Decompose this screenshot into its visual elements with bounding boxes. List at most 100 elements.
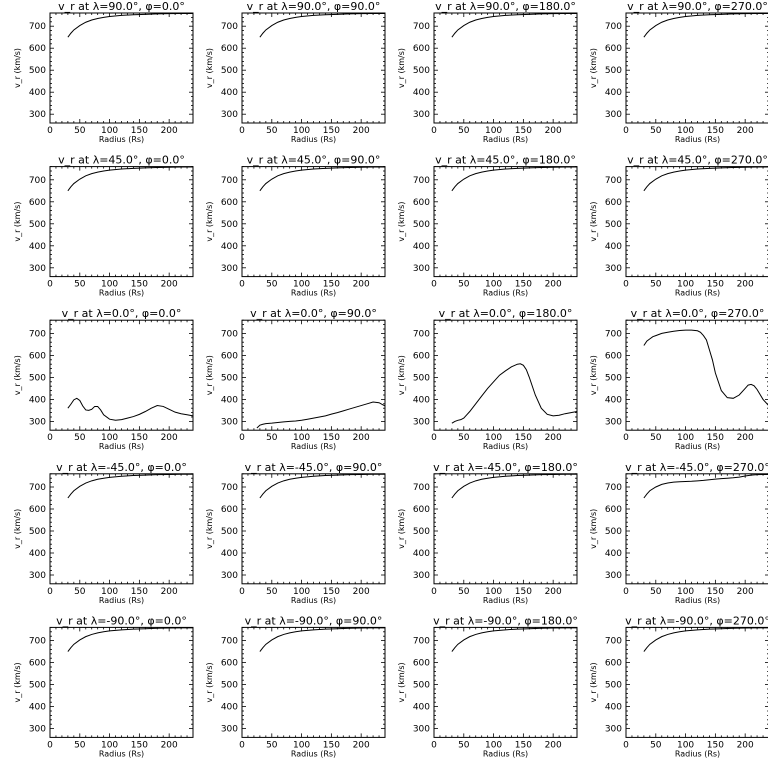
x-tick-label: 50 [266, 126, 278, 136]
y-tick-label: 600 [413, 44, 430, 54]
x-tick-label: 50 [650, 126, 662, 136]
plot-frame [625, 166, 768, 278]
subplot: v_r at λ=0.0°, φ=270.0° 0 50 100 150 200 300 40… [589, 307, 768, 451]
x-tick-label: 200 [161, 587, 178, 597]
x-tick-label: 50 [458, 740, 470, 750]
x-tick-label: 0 [47, 587, 53, 597]
y-tick-label: 700 [29, 329, 46, 339]
series-line [643, 329, 768, 406]
series-line [259, 166, 385, 192]
series-line [643, 473, 768, 499]
plot-frame [625, 12, 768, 124]
y-tick-label: 300 [29, 417, 46, 427]
x-tick-label: 200 [161, 126, 178, 136]
subplot: v_r at λ=-45.0°, φ=90.0° 0 50 100 150 200 300 4… [205, 461, 386, 605]
subplot-title: v_r at λ=45.0°, φ=0.0° [58, 154, 185, 167]
y-axis-label: v_r (km/s) [13, 48, 22, 88]
y-tick-label: 600 [605, 351, 622, 361]
subplot: v_r at λ=90.0°, φ=0.0° 0 50 100 150 200 300 400… [13, 0, 194, 144]
y-tick-label: 700 [605, 637, 622, 647]
subplot-title: v_r at λ=0.0°, φ=0.0° [62, 307, 182, 320]
subplot-title: v_r at λ=45.0°, φ=180.0° [435, 154, 576, 167]
plot-frame [49, 166, 194, 278]
x-axis-label: Radius (Rs) [99, 749, 144, 758]
subplot: v_r at λ=-45.0°, φ=180.0° 0 50 100 150 200 300… [397, 461, 578, 605]
x-tick-label: 100 [485, 587, 502, 597]
y-tick-label: 700 [605, 176, 622, 186]
x-tick-label: 0 [431, 433, 437, 443]
subplot-title: v_r at λ=45.0°, φ=90.0° [247, 154, 381, 167]
x-tick-label: 150 [707, 280, 724, 290]
y-tick-label: 700 [605, 483, 622, 493]
x-tick-label: 50 [74, 433, 86, 443]
x-tick-label: 0 [47, 433, 53, 443]
subplot-title: v_r at λ=-45.0°, φ=270.0° [625, 461, 768, 474]
y-tick-label: 500 [221, 66, 238, 76]
x-tick-label: 200 [545, 280, 562, 290]
subplot-title: v_r at λ=-90.0°, φ=180.0° [433, 614, 578, 627]
subplot: v_r at λ=-90.0°, φ=0.0° 0 50 100 150 200 300 40… [13, 614, 194, 758]
y-tick-label: 500 [221, 681, 238, 691]
y-tick-label: 500 [413, 681, 430, 691]
y-tick-label: 600 [29, 44, 46, 54]
subplot-title: v_r at λ=90.0°, φ=180.0° [435, 0, 576, 13]
y-axis-label: v_r (km/s) [205, 662, 214, 702]
x-tick-label: 100 [101, 433, 118, 443]
y-tick-label: 300 [605, 725, 622, 735]
x-axis-label: Radius (Rs) [291, 442, 336, 451]
x-tick-label: 50 [650, 587, 662, 597]
x-tick-label: 200 [353, 587, 370, 597]
x-tick-label: 200 [545, 740, 562, 750]
y-tick-label: 300 [29, 110, 46, 120]
x-tick-label: 50 [74, 280, 86, 290]
x-tick-label: 150 [131, 587, 148, 597]
y-tick-label: 700 [413, 22, 430, 32]
plot-frame [625, 473, 768, 585]
x-tick-label: 0 [239, 126, 245, 136]
x-tick-label: 200 [161, 280, 178, 290]
y-tick-label: 300 [29, 264, 46, 274]
y-tick-label: 300 [29, 571, 46, 581]
y-tick-label: 300 [413, 264, 430, 274]
subplot-title: v_r at λ=90.0°, φ=0.0° [58, 0, 185, 13]
y-tick-label: 300 [221, 264, 238, 274]
plot-frame [241, 626, 386, 738]
y-axis-label: v_r (km/s) [589, 202, 598, 242]
subplot: v_r at λ=90.0°, φ=180.0° 0 50 100 150 200 300 4… [397, 0, 578, 144]
series-line [451, 363, 578, 424]
plot-frame [433, 12, 578, 124]
x-tick-label: 200 [737, 280, 754, 290]
y-tick-label: 300 [221, 725, 238, 735]
y-axis-label: v_r (km/s) [13, 662, 22, 702]
plot-frame [241, 166, 386, 278]
x-axis-label: Radius (Rs) [99, 135, 144, 144]
x-tick-label: 0 [431, 126, 437, 136]
x-tick-label: 200 [353, 280, 370, 290]
y-tick-label: 600 [605, 198, 622, 208]
x-axis-label: Radius (Rs) [675, 596, 720, 605]
series-line [451, 627, 577, 652]
x-tick-label: 50 [266, 433, 278, 443]
y-axis-label: v_r (km/s) [589, 509, 598, 549]
subplot-title: v_r at λ=-90.0°, φ=270.0° [625, 614, 768, 627]
x-tick-label: 100 [101, 587, 118, 597]
x-axis-label: Radius (Rs) [291, 596, 336, 605]
x-axis-label: Radius (Rs) [291, 135, 336, 144]
x-axis-label: Radius (Rs) [291, 289, 336, 298]
x-tick-label: 150 [515, 587, 532, 597]
y-tick-label: 600 [29, 198, 46, 208]
x-tick-label: 100 [293, 433, 310, 443]
x-tick-label: 100 [485, 433, 502, 443]
x-tick-label: 100 [485, 280, 502, 290]
y-tick-label: 600 [221, 351, 238, 361]
x-tick-label: 0 [431, 587, 437, 597]
x-axis-label: Radius (Rs) [483, 749, 528, 758]
y-tick-label: 300 [221, 417, 238, 427]
x-tick-label: 100 [101, 280, 118, 290]
x-tick-label: 150 [323, 587, 340, 597]
y-tick-label: 300 [413, 571, 430, 581]
y-tick-label: 700 [413, 483, 430, 493]
subplot: v_r at λ=-45.0°, φ=0.0° 0 50 100 150 200 300 40… [13, 461, 194, 605]
y-tick-label: 600 [29, 351, 46, 361]
x-tick-label: 150 [323, 126, 340, 136]
